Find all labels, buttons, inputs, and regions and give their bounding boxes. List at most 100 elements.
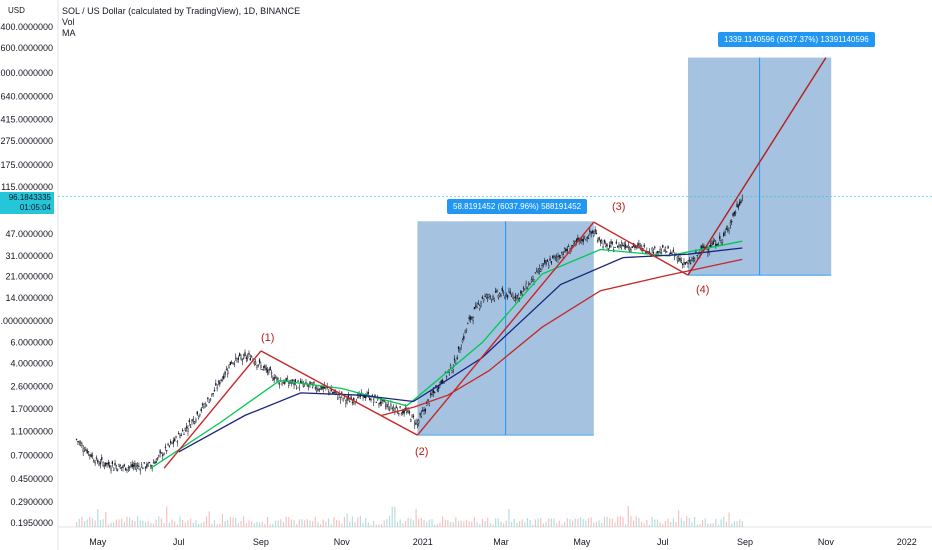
candle-body: [434, 391, 436, 394]
volume-bar: [126, 516, 128, 527]
volume-bar: [672, 518, 674, 527]
candle-body: [386, 404, 388, 407]
candle-body: [468, 317, 470, 319]
candle-body: [497, 295, 499, 298]
volume-bar: [288, 517, 290, 527]
candle-body: [658, 251, 660, 253]
candle-body: [113, 467, 115, 471]
volume-bar: [192, 522, 194, 527]
volume-bar: [428, 519, 430, 527]
candle-body: [363, 395, 366, 398]
candle-body: [422, 410, 424, 412]
candle-body: [670, 252, 672, 255]
volume-bar: [436, 524, 438, 527]
volume-bar: [739, 519, 741, 527]
candle-body: [737, 205, 740, 208]
volume-bar: [614, 522, 616, 527]
candle-body: [717, 244, 720, 246]
candle-body: [587, 238, 590, 240]
volume-bar: [564, 521, 566, 527]
candle-body: [281, 382, 283, 386]
volume-bar: [595, 521, 598, 527]
last-price-value: 96.1843335: [8, 193, 51, 202]
candle-body: [618, 244, 620, 248]
candle-body: [501, 287, 503, 291]
candle-body: [253, 361, 255, 365]
candle-body: [315, 388, 318, 392]
candle-body: [337, 397, 339, 400]
volume-bar: [518, 521, 521, 527]
candle-body: [276, 376, 278, 380]
bar-countdown: 01:05:04: [19, 203, 51, 212]
volume-bar: [160, 518, 163, 527]
candle-body: [621, 242, 623, 246]
volume-bar: [587, 518, 590, 527]
volume-bar: [213, 520, 216, 527]
candle-body: [731, 221, 733, 223]
volume-bar: [731, 523, 733, 527]
measure-label-1[interactable]: 58.8191452 (6037.96%) 588191452: [447, 199, 588, 214]
candle-body: [249, 358, 251, 361]
volume-bar: [256, 521, 258, 527]
candle-body: [481, 296, 484, 299]
candle-body: [298, 386, 301, 389]
candle-body: [191, 420, 193, 422]
volume-bar: [197, 524, 200, 527]
volume-bar: [102, 519, 104, 527]
candle-body: [506, 294, 509, 298]
volume-bar: [235, 517, 237, 527]
volume-bar: [606, 516, 608, 527]
volume-bar: [97, 509, 99, 527]
candle-body: [627, 245, 629, 248]
candle-body: [614, 247, 616, 249]
volume-bar: [640, 521, 643, 527]
candle-body: [180, 434, 182, 436]
moving-average-line: [381, 258, 743, 417]
ma-indicator-label[interactable]: MA: [62, 28, 76, 38]
candle-body: [540, 269, 542, 272]
wave-label-3: (3): [612, 201, 626, 213]
candle-body: [674, 255, 676, 257]
candle-body: [321, 386, 323, 390]
volume-bar: [277, 520, 279, 527]
volume-bar: [155, 519, 157, 527]
volume-bar: [367, 522, 369, 527]
candle-body: [739, 201, 741, 206]
volume-bar: [670, 522, 672, 527]
volume-bar: [561, 524, 563, 527]
volume-bar: [680, 518, 682, 527]
volume-bar: [503, 523, 505, 527]
candle-body: [201, 403, 204, 406]
candle-body: [682, 263, 684, 265]
measure-label-2[interactable]: 1339.1140596 (6037.37%) 13391140596: [718, 32, 875, 47]
candle-body: [171, 442, 173, 444]
symbol-title[interactable]: SOL / US Dollar (calculated by TradingVi…: [62, 6, 301, 16]
volume-bar: [205, 516, 208, 527]
volume-bar: [526, 517, 529, 527]
candle-body: [272, 378, 274, 381]
candle-body: [571, 245, 574, 247]
volume-bar: [136, 516, 139, 527]
volume-bar: [391, 506, 393, 527]
candle-body: [128, 466, 131, 468]
candle-body: [471, 316, 473, 319]
candle-body: [508, 291, 510, 293]
volume-bar: [317, 522, 319, 527]
candle-body: [135, 466, 137, 470]
candlesticks: [75, 194, 743, 475]
volume-bar: [457, 520, 460, 527]
candle-body: [127, 467, 129, 469]
volume-bar: [91, 518, 94, 527]
candle-body: [224, 371, 226, 375]
x-tick-label: Nov: [818, 537, 835, 547]
volume-indicator-label[interactable]: Vol: [62, 17, 75, 27]
candle-body: [469, 316, 472, 320]
y-tick-label: 0.7000000: [10, 450, 53, 460]
volume-bar: [569, 519, 571, 527]
candle-body: [582, 238, 584, 242]
volume-bar: [365, 517, 367, 527]
candle-body: [586, 237, 588, 239]
candle-body: [374, 394, 376, 397]
